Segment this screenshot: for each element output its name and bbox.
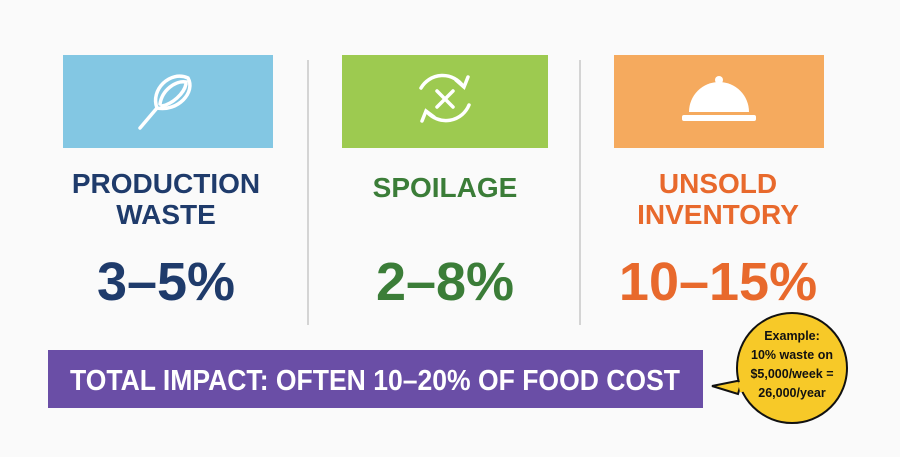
column-title: UNSOLD <box>659 168 777 199</box>
callout-text: 26,000/year <box>758 386 826 400</box>
column-title: PRODUCTION <box>72 168 260 199</box>
callout-text: Example: <box>764 329 820 343</box>
column-title: INVENTORY <box>637 199 799 230</box>
column-title: WASTE <box>116 199 216 230</box>
column-range: 3–5% <box>97 252 235 312</box>
banner-text: TOTAL IMPACT: OFTEN 10–20% OF FOOD COST <box>70 365 680 397</box>
callout-text: 10% waste on <box>751 348 833 362</box>
icon-box <box>63 55 273 148</box>
icon-box <box>342 55 548 148</box>
column-range: 10–15% <box>619 252 817 312</box>
column-range: 2–8% <box>376 252 514 312</box>
spoilage-icon <box>419 73 471 123</box>
callout-text: $5,000/week = <box>750 367 833 381</box>
callout-bubble <box>711 312 848 424</box>
whisk-icon <box>138 74 192 130</box>
cloche-icon <box>682 76 756 121</box>
column-title: SPOILAGE <box>373 172 518 203</box>
banner-box <box>48 350 703 408</box>
